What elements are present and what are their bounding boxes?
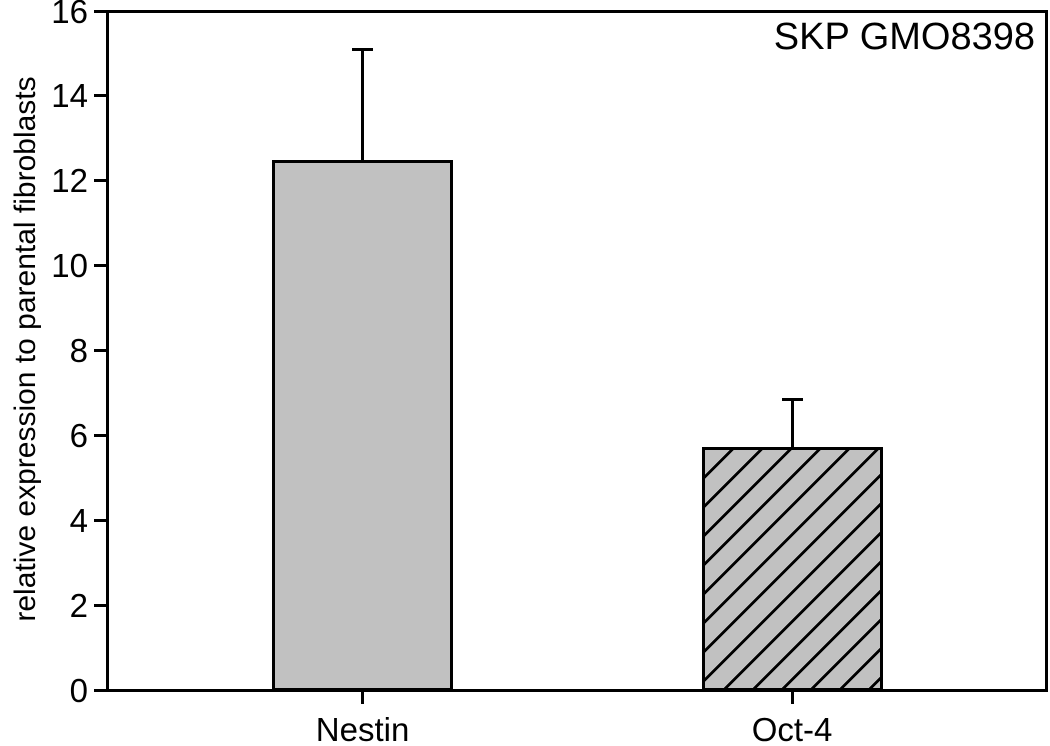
x-category-label: Oct-4 bbox=[751, 711, 833, 746]
y-tick-label: 16 bbox=[51, 0, 88, 30]
y-tick-label: 6 bbox=[69, 416, 88, 454]
error-bar-cap bbox=[781, 397, 803, 401]
y-axis-tick bbox=[93, 433, 106, 437]
y-tick-label: 4 bbox=[69, 501, 88, 539]
bar-oct-4 bbox=[701, 446, 883, 692]
y-tick-label: 12 bbox=[51, 162, 88, 200]
y-axis-tick bbox=[93, 349, 106, 352]
y-axis-tick bbox=[93, 94, 106, 98]
error-bar-cap bbox=[352, 47, 374, 51]
x-axis-tick bbox=[790, 691, 794, 704]
y-tick-label: 8 bbox=[69, 332, 88, 369]
y-axis-tick bbox=[93, 179, 106, 183]
plot-area bbox=[105, 9, 1048, 692]
error-bar bbox=[790, 399, 794, 449]
y-axis-tick bbox=[93, 603, 106, 607]
y-axis-tick bbox=[93, 9, 106, 13]
bar-nestin bbox=[272, 160, 454, 692]
y-tick-label: 2 bbox=[69, 586, 88, 624]
y-axis-tick bbox=[93, 518, 106, 522]
y-axis-tick bbox=[93, 264, 106, 268]
x-category-label: Nestin bbox=[315, 711, 410, 746]
chart-title: SKP GMO8398 bbox=[773, 16, 1035, 58]
y-tick-label: 10 bbox=[51, 247, 88, 285]
y-tick-label: 0 bbox=[69, 671, 88, 709]
error-bar bbox=[361, 49, 365, 162]
y-axis-tick bbox=[93, 688, 106, 692]
y-tick-label: 14 bbox=[51, 77, 88, 115]
x-axis-tick bbox=[361, 691, 365, 704]
